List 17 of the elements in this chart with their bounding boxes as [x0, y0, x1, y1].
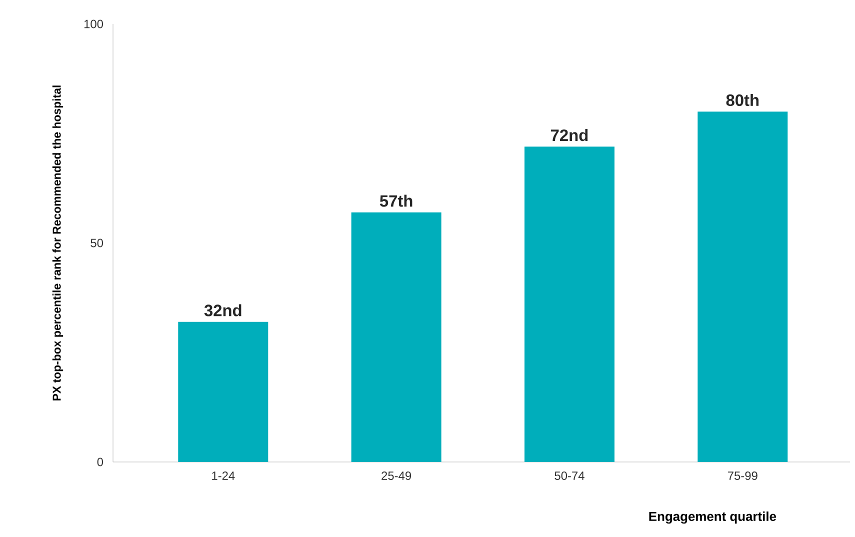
data-label: 32nd: [204, 304, 242, 316]
bar: [178, 322, 268, 462]
bar: [524, 146, 614, 462]
x-tick-label: 50-74: [554, 472, 584, 480]
data-label: 72nd: [551, 129, 588, 142]
y-tick-label: 100: [84, 20, 104, 28]
bar: [698, 112, 788, 462]
x-tick-label: 25-49: [382, 472, 412, 480]
data-label: 57th: [380, 194, 412, 207]
data-label: 80th: [726, 94, 759, 106]
x-tick-label: 75-99: [728, 472, 758, 480]
y-tick-label: 0: [97, 458, 104, 466]
bar: [351, 212, 442, 462]
x-axis-title: Engagement quartile: [649, 512, 776, 524]
x-tick-label: 1-24: [212, 472, 235, 480]
y-tick-label: 50: [90, 238, 104, 248]
y-axis-title: PX top-box percentile rank for Recommended the hospital: [52, 86, 64, 400]
